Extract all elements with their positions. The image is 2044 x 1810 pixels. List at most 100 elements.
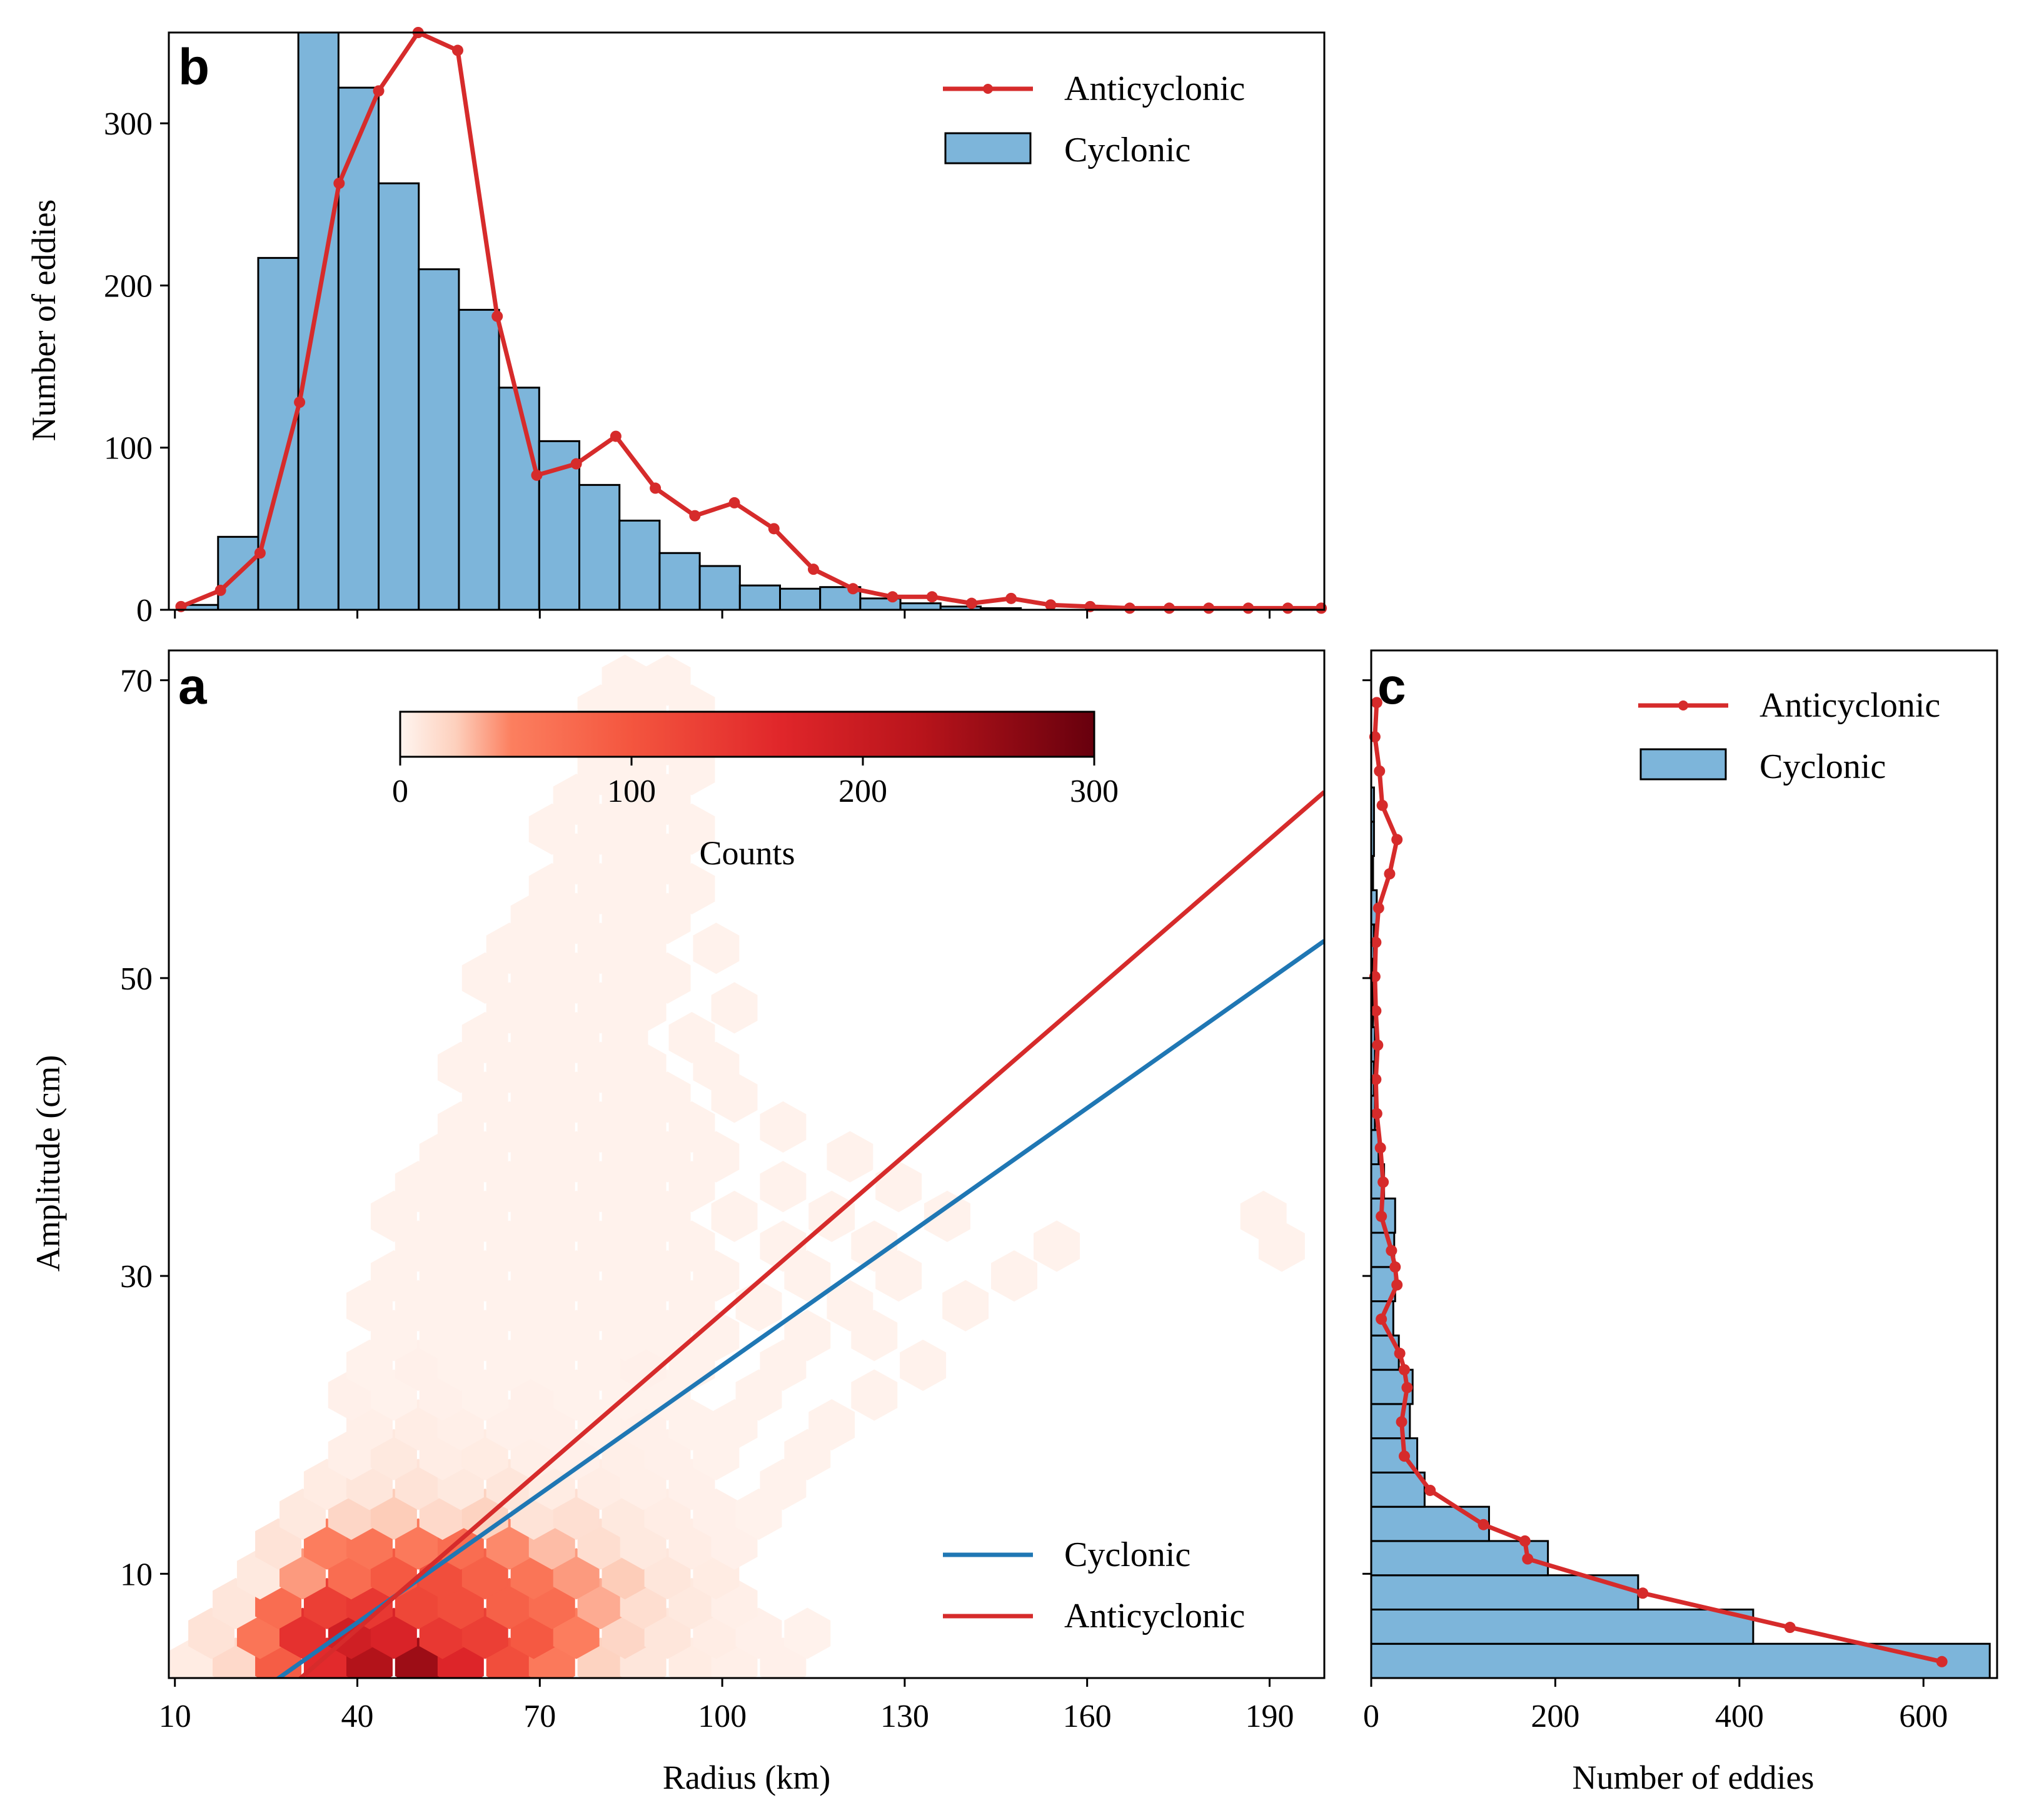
panel-c-anticyclonic-point (1637, 1587, 1649, 1599)
panel-a-label: a (178, 658, 208, 715)
panel-b-bar (738, 584, 781, 611)
hexbin-cell (851, 1369, 898, 1421)
panel-b-bar (618, 519, 661, 611)
hexbin-cell (875, 1161, 922, 1213)
panel-b-bar (578, 483, 621, 611)
hexbin-cell (668, 1012, 715, 1064)
panel-a: 10 30 50 70 10 40 70 100 130 160 190 a Amplitude … (29, 649, 1326, 1796)
panel-c-bar (1370, 1505, 1490, 1542)
panel-a-xtick-label: 40 (341, 1699, 374, 1734)
hexbin-cell (693, 923, 740, 974)
panel-b-anticyclonic-point (847, 583, 859, 595)
panel-b-bar (498, 387, 540, 611)
panel-a-ytick-label: 30 (120, 1259, 153, 1295)
fit-line-cyclonic (274, 939, 1324, 1678)
colorbar-tick-label: 0 (392, 774, 408, 809)
colorbar-tick-label: 100 (607, 774, 656, 809)
panel-b-anticyclonic-point (333, 178, 345, 190)
panel-a-xlabel: Radius (km) (663, 1759, 830, 1796)
panel-c-bar (1370, 1642, 1991, 1679)
panel-a-frame (168, 649, 1326, 1679)
panel-b-ytick-label: 300 (104, 106, 153, 142)
panel-b-anticyclonic-point (294, 397, 306, 408)
panel-a-xtick-label: 10 (159, 1699, 191, 1734)
panel-c-anticyclonic-point (1376, 799, 1388, 811)
panel-c-anticyclonic-point (1398, 1450, 1410, 1462)
panel-c-anticyclonic-point (1370, 1073, 1382, 1085)
hexbin-cell (735, 1280, 782, 1332)
fit-line-anticyclonic (297, 790, 1324, 1678)
panel-c-bar (1370, 1574, 1639, 1610)
legend-c-anticyclonic-marker (1678, 700, 1688, 710)
panel-b-anticyclonic-point (650, 482, 662, 494)
colorbar: 0 100 200 300 Counts (392, 710, 1119, 872)
panel-c-anticyclonic-point (1372, 902, 1384, 914)
hexbin-cell (760, 1101, 807, 1153)
panel-c-bar (1370, 1471, 1426, 1508)
panel-b-anticyclonic-point (1203, 602, 1215, 614)
panel-c-anticyclonic-point (1936, 1656, 1948, 1667)
panel-c-anticyclonic-point (1478, 1519, 1489, 1530)
panel-b-anticyclonic-point (887, 591, 899, 603)
panel-b-anticyclonic-line (180, 30, 1322, 610)
panel-c-anticyclonic-point (1376, 1210, 1387, 1222)
panel-b-anticyclonic-point (689, 510, 701, 522)
panel-b-ytick-label: 100 (104, 431, 153, 467)
colorbar-label: Counts (699, 834, 795, 872)
panel-b-bar (458, 308, 500, 611)
panel-b: 0 100 200 300 b Number of eddies Anticyclon… (25, 27, 1327, 629)
hexbin-cell (924, 1190, 970, 1242)
panel-b-label: b (178, 39, 209, 96)
panel-c-anticyclonic-point (1376, 1313, 1387, 1325)
panel-c-anticyclonic-point (1372, 1039, 1384, 1051)
hexbin-cell (711, 1190, 758, 1242)
panel-c-anticyclonic-point (1371, 1108, 1382, 1120)
panel-b-anticyclonic-point (926, 591, 938, 603)
panel-c-anticyclonic-point (1371, 697, 1382, 709)
panel-b-anticyclonic-point (807, 564, 819, 575)
panel-c-legend: Anticyclonic Cyclonic (1638, 686, 1940, 786)
legend-c-anticyclonic-label: Anticyclonic (1760, 686, 1940, 725)
hexbin-cell (942, 1280, 989, 1332)
panel-c-anticyclonic-point (1398, 1364, 1410, 1376)
panel-c-anticyclonic-line (1372, 702, 1943, 1664)
panel-c-anticyclonic-point (1784, 1622, 1796, 1634)
panel-b-anticyclonic-point (214, 584, 226, 596)
panel-c-anticyclonic-point (1370, 936, 1382, 948)
panel-b-anticyclonic-point (491, 310, 503, 322)
hexbin-cell (644, 654, 691, 706)
panel-b-bar (658, 552, 701, 611)
legend-c-cyclonic-swatch (1639, 748, 1727, 781)
hexbin-cell (808, 1399, 855, 1451)
panel-c: 0 200 400 600 c Number of eddies Anticyclon… (1362, 649, 1998, 1796)
panel-b-bar (418, 268, 460, 611)
panel-c-bar (1370, 1608, 1755, 1645)
panel-b-ytick-label: 0 (136, 593, 153, 629)
panel-b-anticyclonic-point (610, 430, 622, 442)
hexbin-cell (990, 1250, 1037, 1302)
panel-b-bar (698, 565, 741, 611)
legend-cyclonic-label: Cyclonic (1064, 131, 1191, 169)
panel-b-bar (297, 31, 340, 611)
hexbin-cell (851, 1220, 898, 1272)
hexbin-cell (1034, 1220, 1080, 1272)
panel-c-anticyclonic-point (1424, 1484, 1436, 1496)
panel-a-legend: Cyclonic Anticyclonic (943, 1535, 1245, 1636)
hexbin-cell (760, 1220, 807, 1272)
legend-a-anticyclonic-label: Anticyclonic (1064, 1597, 1245, 1636)
panel-c-anticyclonic-point (1394, 1347, 1406, 1359)
panel-b-anticyclonic-point (254, 547, 266, 559)
panel-b-ytick-label: 200 (104, 268, 153, 304)
panel-b-anticyclonic-point (1124, 602, 1135, 614)
panel-c-frame (1370, 649, 1998, 1679)
panel-a-ylabel: Amplitude (cm) (29, 1055, 67, 1272)
panel-a-xtick-label: 190 (1245, 1699, 1294, 1734)
colorbar-gradient (399, 710, 1095, 758)
panel-a-xtick-label: 70 (523, 1699, 556, 1734)
panel-c-anticyclonic-point (1396, 1416, 1407, 1428)
panel-a-ytick-label: 10 (120, 1557, 153, 1592)
panel-c-xlabel: Number of eddies (1573, 1759, 1815, 1796)
panel-c-xtick-label: 400 (1715, 1699, 1764, 1734)
panel-c-anticyclonic-point (1389, 1261, 1401, 1273)
